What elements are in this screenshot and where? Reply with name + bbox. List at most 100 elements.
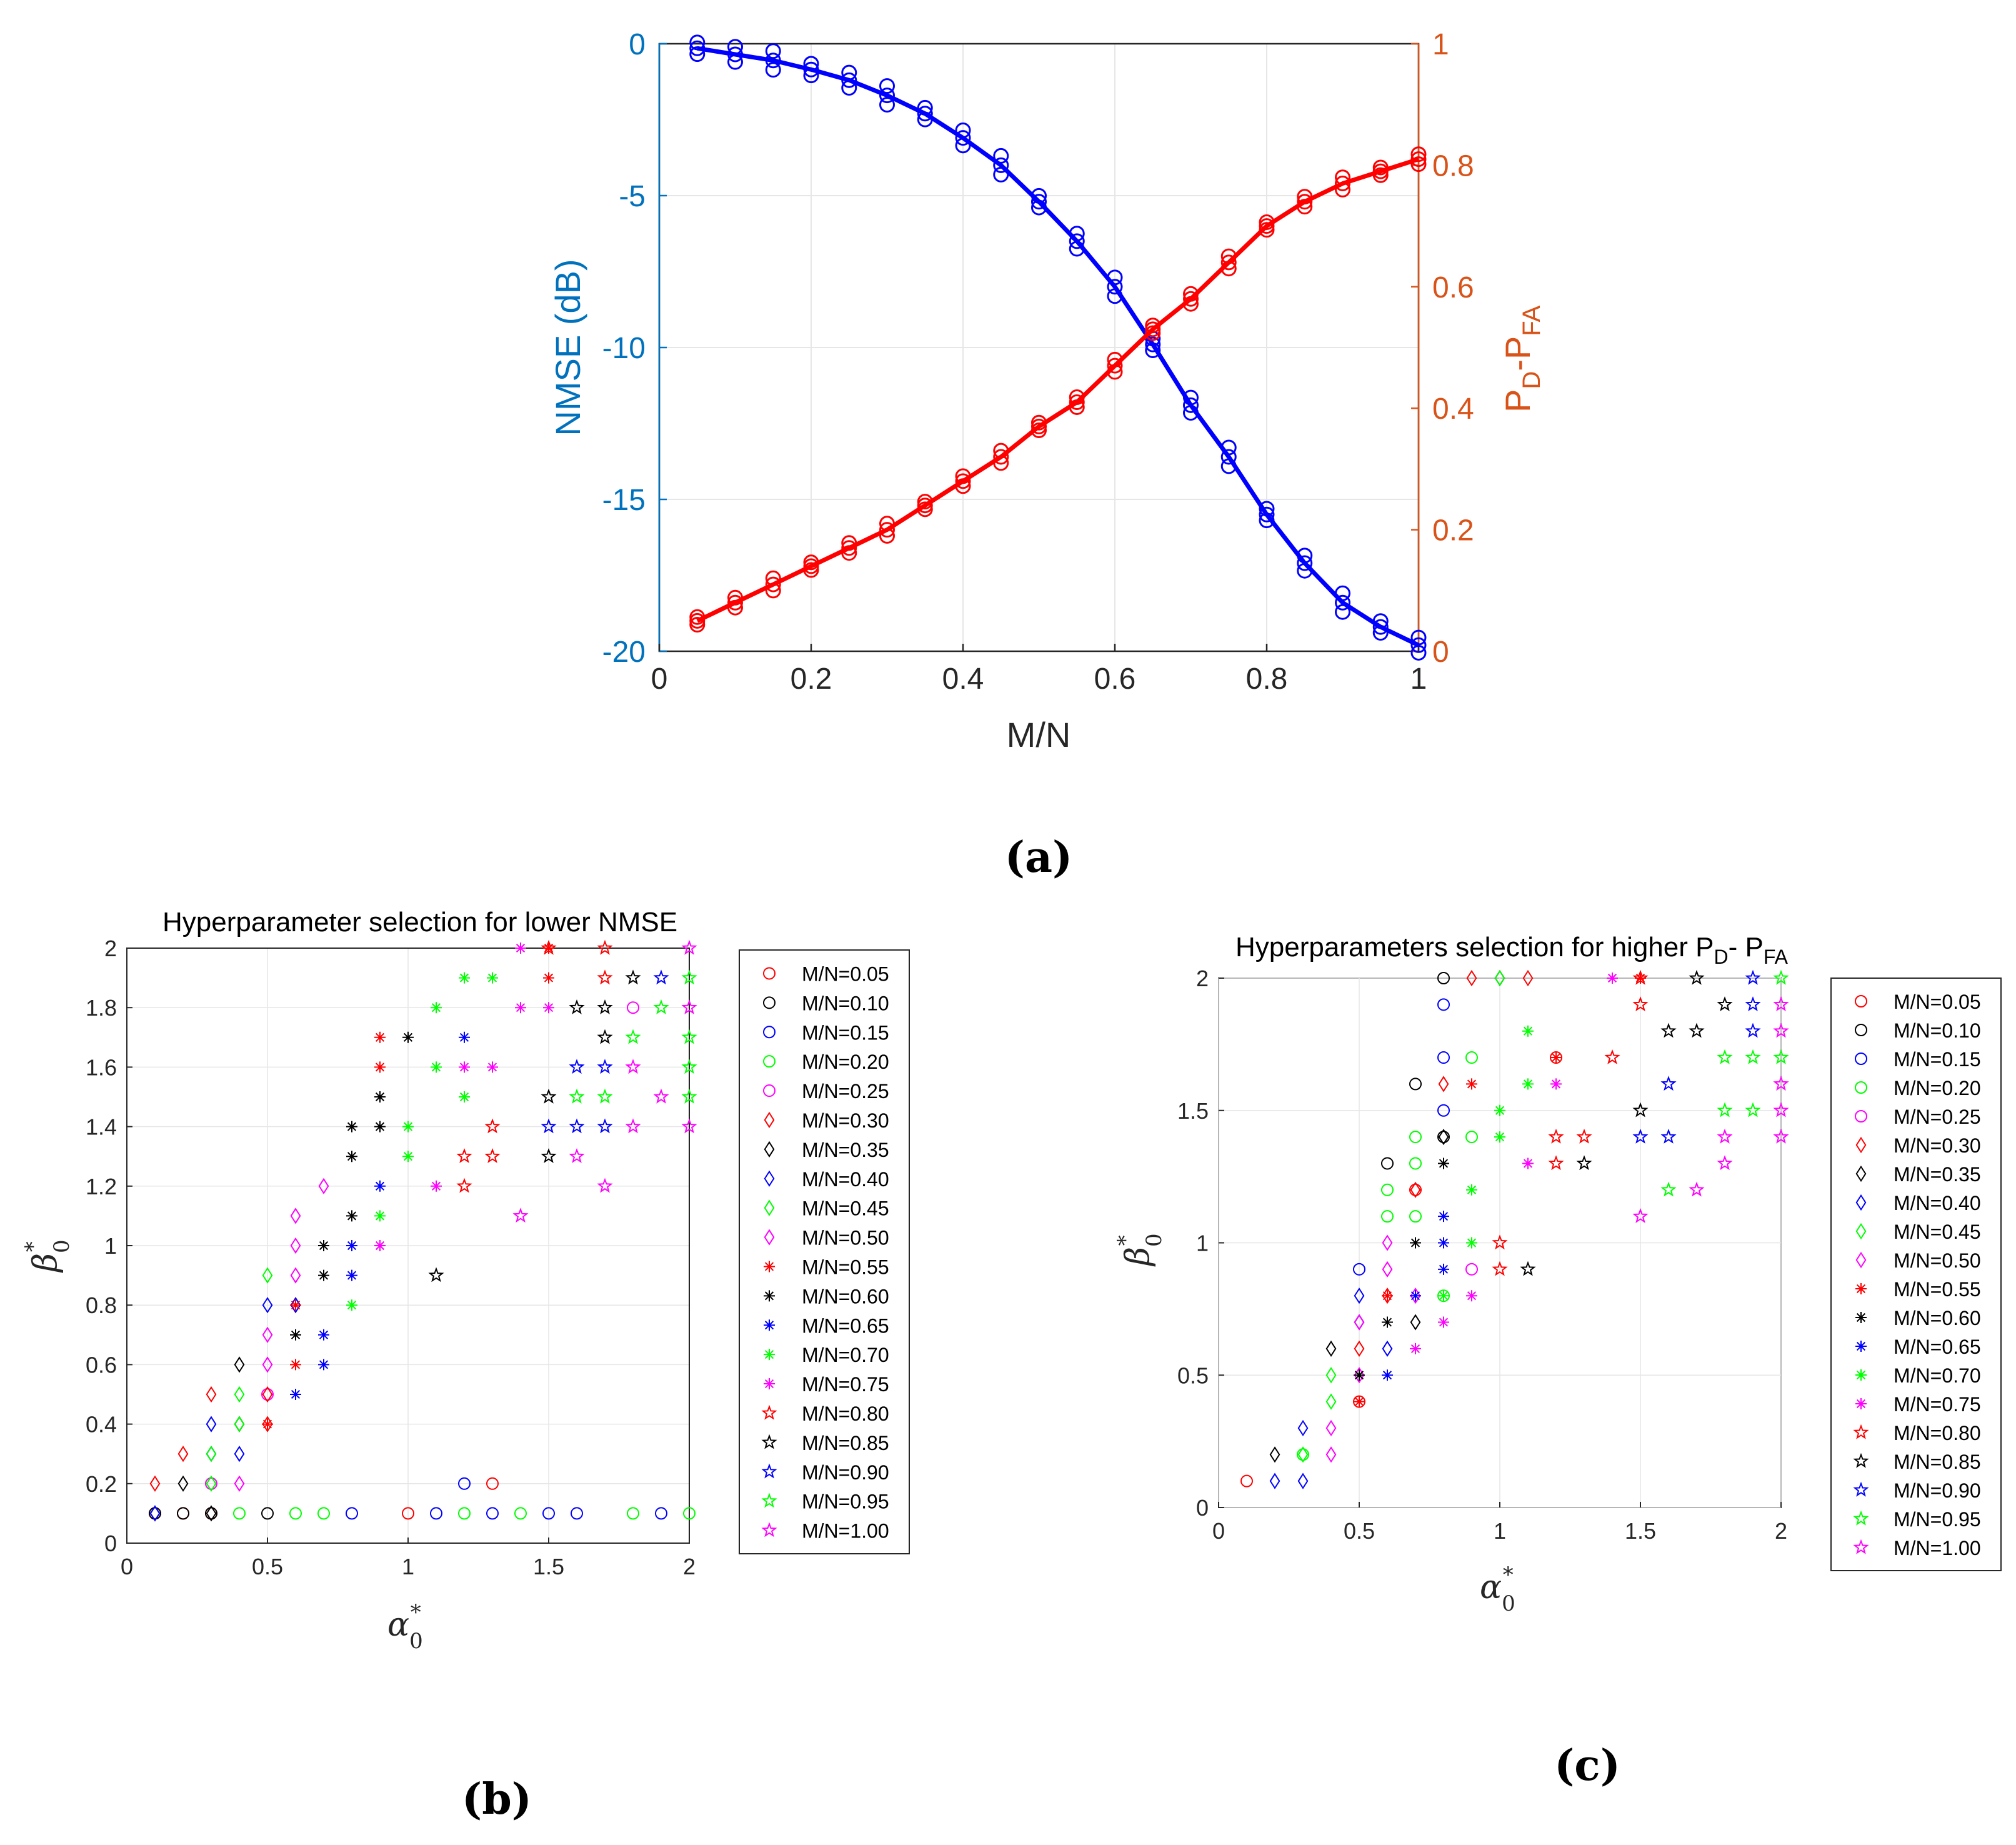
panel-a-nmse-point [917, 99, 933, 116]
panel-a-pd-point [1297, 194, 1313, 210]
panel-c-legend-marker [1855, 1398, 1867, 1409]
panel-a-pd-point [1335, 169, 1350, 186]
panel-b-legend-marker [764, 1170, 775, 1187]
panel-b-legend-label: M/N=0.15 [802, 1021, 889, 1044]
panel-c-legend-label: M/N=0.05 [1894, 991, 1981, 1013]
panel-b-marker [262, 1418, 273, 1430]
panel-a-x-tick-label: 0 [651, 662, 668, 696]
panel-a-pd-point [727, 594, 743, 611]
panel-a-nmse-point [841, 79, 857, 96]
panel-a-pd-point [727, 599, 743, 616]
panel-b-marker [627, 1001, 639, 1014]
panel-b-marker [459, 1091, 470, 1102]
panel-a-pd-point [1183, 291, 1199, 307]
panel-c-marker [1382, 1261, 1393, 1278]
panel-b-marker [543, 942, 554, 954]
panel-a-nmse-point [803, 61, 819, 78]
panel-a-nmse-line [697, 46, 1420, 648]
panel-b-marker [346, 1299, 357, 1311]
panel-b-marker [653, 1088, 669, 1104]
panel-a-nmse-point [1107, 269, 1123, 286]
panel-a-pd-point [1297, 199, 1313, 215]
panel-b-marker [234, 1475, 245, 1492]
panel-c-marker [1465, 1051, 1478, 1064]
panel-c-marker [1745, 1022, 1761, 1038]
panel-c-marker [1522, 1158, 1534, 1169]
panel-c-grid [1218, 978, 1782, 1508]
panel-b-legend-label: M/N=0.75 [802, 1373, 889, 1396]
panel-b-marker [262, 1326, 273, 1343]
panel-c-marker [1466, 1290, 1477, 1302]
panel-c-marker [1240, 1474, 1253, 1488]
panel-b-marker [428, 1267, 444, 1282]
panel-b-marker [290, 1237, 301, 1254]
panel-a-pd-point [727, 589, 743, 606]
panel-a-pd-point [765, 570, 781, 586]
panel-b-marker [374, 1061, 386, 1073]
panel-a-pd-point [1107, 364, 1123, 380]
panel-a-pd-point [1031, 418, 1047, 434]
panel-b-marker [374, 1180, 386, 1192]
panel-b-marker [431, 1180, 442, 1192]
panel-a-left-tick-label: -20 [602, 636, 646, 669]
panel-a-nmse-point [1335, 585, 1350, 601]
panel-b-y-tick-label: 1.8 [86, 995, 117, 1021]
panel-b-marker [541, 1148, 557, 1163]
panel-b-y-tick-label: 0 [104, 1531, 117, 1556]
panel-c-marker [1466, 1237, 1477, 1249]
panel-a-pd-point [917, 501, 933, 518]
panel-c-marker [1409, 1078, 1422, 1091]
panel-c-marker [1548, 1155, 1564, 1171]
panel-c-legend-label: M/N=0.45 [1894, 1221, 1981, 1243]
panel-c-marker [1773, 1022, 1789, 1038]
panel-c-marker [1689, 969, 1705, 985]
panel-c-legend-marker [1855, 1136, 1867, 1154]
panel-c-marker [1773, 1049, 1789, 1064]
panel-a-nmse-point [955, 138, 971, 154]
panel-a-nmse-point [689, 40, 706, 56]
panel-c-legend-marker [1855, 1283, 1867, 1294]
panel-b-marker [262, 1386, 273, 1403]
panel-b-legend-label: M/N=0.95 [802, 1491, 889, 1513]
panel-a-nmse-point [1183, 389, 1199, 406]
panel-a-nmse-point [1335, 594, 1350, 611]
panel-c-markers [1240, 969, 1789, 1489]
panel-b-marker [261, 1388, 274, 1401]
panel-a-nmse-point [1410, 629, 1427, 646]
panel-c-x-tick-label: 0.5 [1344, 1518, 1375, 1544]
panel-c-marker [1438, 1076, 1449, 1092]
panel-c-legend-marker [1855, 1341, 1867, 1352]
panel-c-marker [1410, 1342, 1421, 1354]
panel-a-pd-point [1410, 151, 1427, 168]
panel-a-x-tick-label: 0.6 [1094, 662, 1136, 696]
panel-a-nmse-point [689, 46, 706, 62]
panel-c-y-tick-label: 1.5 [1177, 1098, 1209, 1124]
panel-a-pd-point [1259, 218, 1275, 234]
panel-a-pd-point [841, 535, 857, 551]
panel-c-legend-label: M/N=0.35 [1894, 1163, 1981, 1186]
panel-a-pd-point [993, 455, 1009, 471]
panel-a-nmse-point [879, 78, 895, 94]
panel-c-legend-marker [1855, 1251, 1867, 1269]
panel-a-nmse-point [1145, 336, 1161, 352]
panel-a-nmse-point [1183, 405, 1199, 421]
panel-c-caption: (c) [1554, 1741, 1620, 1791]
panel-b-marker [402, 1031, 414, 1043]
panel-c-marker [1494, 1131, 1505, 1143]
panel-b-marker [597, 969, 613, 985]
panel-c-legend-marker [1853, 1424, 1869, 1439]
panel-a-series [689, 34, 1427, 661]
panel-c-legend-label: M/N=0.50 [1894, 1249, 1981, 1272]
panel-b-legend-marker [764, 1319, 775, 1331]
panel-b-marker [346, 1151, 357, 1162]
panel-b-marker [177, 1446, 189, 1462]
panel-b-legend-marker [761, 1522, 777, 1538]
panel-b-marker [681, 969, 697, 985]
panel-b-marker [653, 999, 669, 1014]
panel-b-marker [402, 1507, 414, 1520]
panel-b-marker [683, 1507, 696, 1520]
panel-b-marker [431, 1002, 442, 1014]
panel-a-left-axis: 0 -5 -10 -15 -20 [602, 28, 667, 669]
panel-c-legend-label: M/N=0.55 [1894, 1278, 1981, 1301]
panel-c-marker [1492, 1261, 1508, 1276]
